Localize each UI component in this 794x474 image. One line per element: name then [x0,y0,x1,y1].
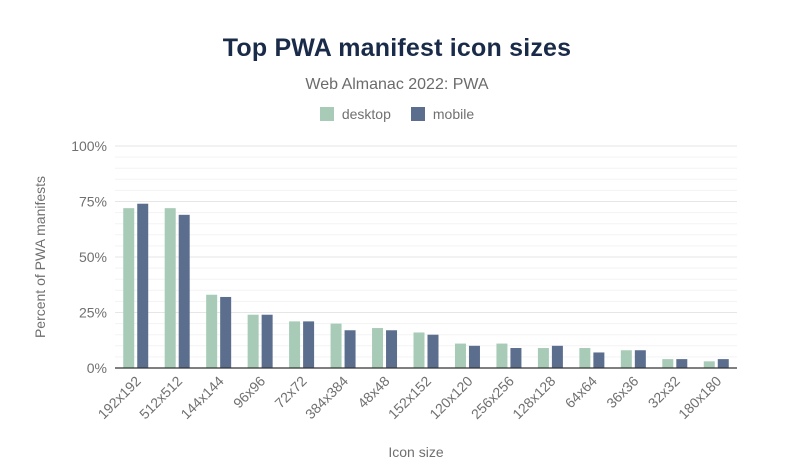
bar-desktop-32x32[interactable] [662,359,674,368]
x-tick-label: 36x36 [603,373,641,411]
y-axis-title: Percent of PWA manifests [32,176,48,338]
y-tick-label: 0% [87,360,107,376]
bar-desktop-36x36[interactable] [620,350,632,368]
x-tick-label: 384x384 [302,373,351,422]
bar-mobile-48x48[interactable] [386,330,398,368]
bar-mobile-180x180[interactable] [717,359,729,368]
x-tick-label: 152x152 [385,373,434,422]
bar-mobile-64x64[interactable] [593,352,605,368]
x-tick-label: 96x96 [230,373,268,411]
bar-mobile-120x120[interactable] [468,345,480,368]
bars [123,203,729,368]
bar-desktop-384x384[interactable] [330,323,342,368]
x-tick-label: 180x180 [675,373,724,422]
x-tick-label: 192x192 [95,373,144,422]
bar-mobile-72x72[interactable] [303,321,315,368]
y-tick-label: 25% [79,305,107,321]
bar-mobile-384x384[interactable] [344,330,356,368]
legend-item-mobile[interactable]: mobile [410,106,475,122]
y-tick-label: 50% [79,249,107,265]
x-tick-label: 144x144 [177,373,226,422]
chart-subtitle: Web Almanac 2022: PWA [305,76,489,93]
y-tick-label: 100% [71,138,107,154]
bar-desktop-96x96[interactable] [247,314,259,368]
x-tick-label: 64x64 [562,373,600,411]
bar-desktop-72x72[interactable] [289,321,301,368]
bar-desktop-64x64[interactable] [579,348,591,368]
bar-mobile-96x96[interactable] [261,314,273,368]
gridlines [115,145,737,358]
x-axis-title: Icon size [388,444,443,460]
bar-desktop-48x48[interactable] [372,328,384,368]
bar-desktop-128x128[interactable] [537,348,549,368]
bar-mobile-192x192[interactable] [137,203,149,368]
legend: desktop mobile [0,106,794,122]
legend-label-mobile: mobile [432,106,475,122]
x-tick-label: 512x512 [136,373,185,422]
legend-swatch-desktop [319,107,334,121]
bar-desktop-120x120[interactable] [454,343,466,368]
bar-desktop-180x180[interactable] [703,361,715,368]
x-tick-label: 72x72 [271,373,309,411]
legend-label-desktop: desktop [341,106,391,122]
x-tick-label: 120x120 [426,373,475,422]
legend-swatch-mobile [410,107,425,121]
bar-mobile-512x512[interactable] [178,214,190,368]
legend-item-desktop[interactable]: desktop [319,106,391,122]
bar-desktop-152x152[interactable] [413,332,425,368]
x-tick-label: 48x48 [354,373,392,411]
x-tick-label: 32x32 [645,373,683,411]
bar-desktop-144x144[interactable] [206,294,218,368]
y-tick-label: 75% [79,194,107,210]
bar-desktop-192x192[interactable] [123,208,135,368]
bar-mobile-36x36[interactable] [634,350,646,368]
bar-desktop-512x512[interactable] [164,208,176,368]
x-tick-label: 128x128 [509,373,558,422]
bar-mobile-32x32[interactable] [676,359,688,368]
bar-mobile-152x152[interactable] [427,334,439,368]
bar-desktop-256x256[interactable] [496,343,508,368]
y-tick-labels: 0% 25% 50% 75% 100% [71,138,107,376]
bar-mobile-144x144[interactable] [220,296,232,368]
chart-title: Top PWA manifest icon sizes [222,34,572,62]
x-tick-label: 256x256 [468,373,517,422]
bar-mobile-256x256[interactable] [510,348,522,368]
bar-mobile-128x128[interactable] [551,345,563,368]
